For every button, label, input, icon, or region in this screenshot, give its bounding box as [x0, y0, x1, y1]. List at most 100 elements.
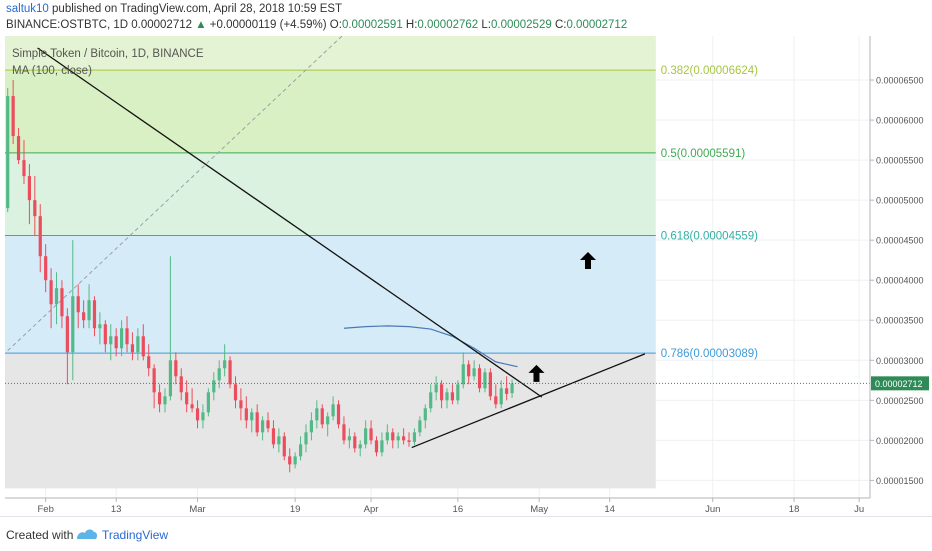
candle-body: [157, 392, 162, 405]
candle: [326, 412, 330, 437]
candle: [331, 396, 335, 421]
candle: [82, 300, 86, 329]
tradingview-link[interactable]: TradingView: [102, 528, 169, 542]
x-tick-label: 16: [453, 504, 464, 515]
candle: [114, 328, 118, 357]
candle: [477, 364, 482, 393]
y-tick-label: 0.00005500: [876, 156, 924, 166]
x-tick-label: Jun: [705, 504, 720, 515]
x-tick-label: Apr: [364, 504, 379, 515]
candle-body: [282, 436, 286, 457]
candle: [347, 428, 351, 449]
candle: [369, 420, 373, 445]
candle: [130, 332, 135, 361]
candle-body: [396, 436, 400, 441]
symbol-info: BINANCE:OSTBTC, 1D 0.00002712 ▲ +0.00000…: [6, 19, 627, 31]
candle-body: [76, 296, 80, 313]
x-tick-label: 14: [604, 504, 615, 515]
candle: [293, 452, 297, 469]
candle: [380, 432, 384, 457]
candle: [217, 360, 221, 389]
candle-body: [467, 364, 471, 377]
candle: [250, 408, 254, 433]
author-link[interactable]: saltuk10: [6, 3, 49, 15]
candle: [190, 388, 194, 413]
candle-body: [152, 368, 156, 393]
candle-body: [201, 412, 205, 421]
x-tick-label: Mar: [189, 504, 205, 515]
candle: [16, 128, 21, 165]
candle: [494, 384, 498, 409]
candle: [76, 284, 80, 329]
trend-line: [37, 47, 543, 398]
candle-body: [347, 436, 351, 441]
candle: [391, 428, 395, 449]
candle-body: [38, 216, 42, 257]
candle-body: [315, 408, 319, 421]
candle: [174, 352, 178, 385]
trend-line: [411, 353, 646, 449]
high-value: 0.00002762: [417, 19, 479, 31]
high-label: H:: [402, 19, 418, 31]
candle-body: [87, 300, 91, 321]
candle: [336, 400, 341, 429]
candle-body: [54, 288, 59, 305]
candle-body: [147, 356, 151, 369]
fib-band: [5, 235, 656, 354]
candle: [499, 380, 503, 409]
chart-area[interactable]: 0.382(0.00006624) 0.5(0.00005591) 0.618(0.…: [0, 23, 932, 516]
candle: [98, 312, 102, 345]
x-tick-label: 18: [789, 504, 800, 515]
candle-body: [195, 408, 200, 421]
moving-average-line: [343, 325, 518, 368]
candle: [450, 384, 455, 405]
price-change: +0.00000119 (+4.59%): [206, 19, 327, 31]
candle-body: [223, 360, 227, 369]
candle-body: [320, 408, 324, 425]
candle-body: [119, 328, 124, 349]
candle: [445, 388, 449, 409]
candle: [271, 420, 276, 449]
fib-level-label: 0.382(0.00006624): [661, 65, 758, 77]
candle-body: [391, 432, 395, 441]
candle-body: [206, 392, 210, 413]
candle: [429, 384, 433, 413]
candle: [439, 380, 444, 409]
candle-body: [266, 420, 270, 429]
candle-body: [407, 440, 411, 442]
candle-body: [244, 408, 248, 421]
candle-body: [261, 420, 265, 433]
candle: [342, 416, 346, 445]
candle-body: [33, 200, 37, 217]
candle: [266, 412, 270, 433]
candle-body: [483, 372, 487, 389]
candle-body: [288, 456, 292, 465]
candle: [255, 404, 259, 437]
dashed-line: [7, 23, 356, 352]
candle: [472, 360, 476, 381]
tradingview-logo-icon[interactable]: [76, 527, 98, 541]
candle-body: [6, 96, 10, 209]
x-tick-label: Feb: [37, 504, 53, 515]
candle: [44, 244, 48, 293]
candle-body: [92, 300, 97, 329]
candle: [87, 284, 91, 329]
candle: [315, 400, 319, 429]
candle-body: [114, 336, 118, 349]
candle-body: [429, 392, 433, 409]
candle: [125, 316, 129, 353]
price-chart[interactable]: 0.382(0.00006624) 0.5(0.00005591) 0.618(0.…: [0, 23, 932, 516]
candle: [119, 320, 124, 357]
candle-body: [505, 388, 509, 394]
candle: [423, 404, 427, 429]
candle: [136, 328, 140, 361]
x-tick-label: May: [530, 504, 548, 515]
candle-body: [185, 392, 189, 405]
candle-body: [22, 160, 26, 177]
y-tick-label: 0.00006000: [876, 116, 924, 126]
candle-body: [163, 396, 167, 405]
fib-level-label: 0.786(0.00003089): [661, 348, 758, 360]
fib-band: [5, 36, 656, 71]
close-label: C:: [551, 19, 567, 31]
candle: [33, 176, 37, 237]
